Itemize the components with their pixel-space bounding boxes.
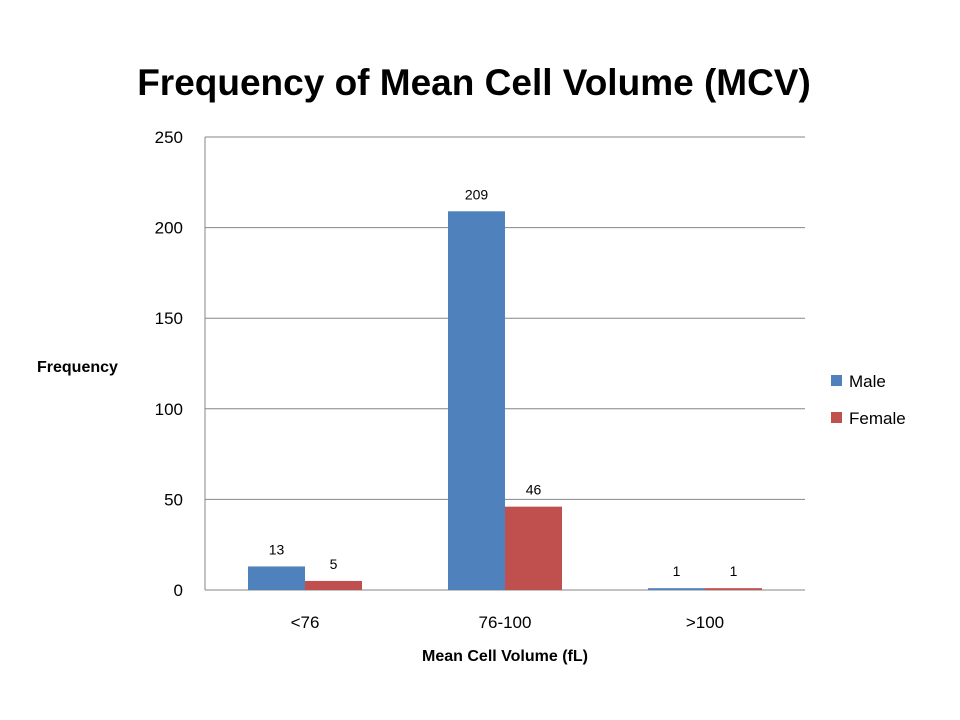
x-tick-label: >100 [686, 613, 724, 632]
data-labels: 13 5 209 46 1 1 [269, 186, 738, 579]
legend-swatch-male [831, 375, 842, 386]
y-tick-label: 150 [155, 309, 183, 328]
data-label-female: 5 [330, 556, 338, 572]
x-axis-title: Mean Cell Volume (fL) [422, 648, 588, 665]
chart-title: Frequency of Mean Cell Volume (MCV) [137, 62, 811, 103]
legend: Male Female [831, 372, 906, 428]
x-tick-labels: <76 76-100 >100 [291, 613, 725, 632]
bar-female [705, 588, 762, 590]
bar-male [648, 588, 705, 590]
bar-female [305, 580, 362, 590]
bar-female [505, 506, 562, 590]
data-label-male: 1 [673, 563, 681, 579]
legend-swatch-female [831, 412, 842, 423]
y-tick-label: 100 [155, 400, 183, 419]
data-label-female: 46 [526, 482, 542, 498]
y-tick-label: 50 [164, 490, 183, 509]
y-tick-label: 200 [155, 219, 183, 238]
bars [248, 211, 762, 591]
data-label-female: 1 [730, 563, 738, 579]
y-tick-labels: 0 50 100 150 200 250 [155, 128, 183, 600]
legend-label-male: Male [849, 372, 886, 391]
y-tick-label: 250 [155, 128, 183, 147]
y-axis-title: Frequency [37, 359, 118, 376]
legend-label-female: Female [849, 409, 906, 428]
data-label-male: 209 [465, 186, 489, 202]
x-tick-label: <76 [291, 613, 320, 632]
y-tick-label: 0 [174, 581, 183, 600]
data-label-male: 13 [269, 541, 285, 557]
x-tick-label: 76-100 [479, 613, 532, 632]
bar-male [248, 566, 305, 590]
bar-male [448, 211, 505, 591]
